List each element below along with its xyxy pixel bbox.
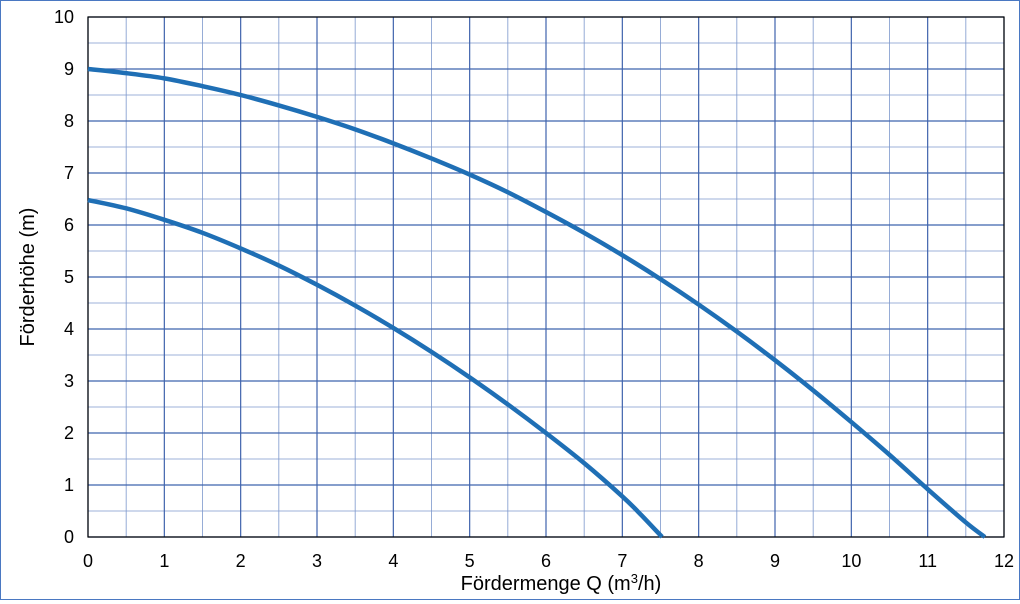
- plot-area-border: [87, 16, 1005, 538]
- x-tick-label: 2: [236, 551, 246, 571]
- y-tick-label: 7: [64, 163, 74, 183]
- x-tick-label: 10: [841, 551, 861, 571]
- x-tick-label: 1: [159, 551, 169, 571]
- x-axis-title-superscript: 3: [631, 571, 638, 586]
- y-tick-labels: 0 1 2 3 4 5 6 7 8 9 10: [54, 7, 74, 547]
- pump-curve-line-1: [87, 66, 987, 539]
- x-tick-labels: 0 1 2 3 4 5 6 7 8 9 10 11 12: [83, 551, 1014, 571]
- x-tick-label: 8: [694, 551, 704, 571]
- x-axis-title-main: Fördermenge Q (m: [461, 573, 631, 595]
- x-tick-label: 12: [994, 551, 1014, 571]
- y-tick-label: 1: [64, 475, 74, 495]
- x-axis-title-suffix: /h): [638, 573, 661, 595]
- x-tick-label: 4: [388, 551, 398, 571]
- series-layer: [87, 66, 987, 539]
- y-tick-label: 8: [64, 111, 74, 131]
- x-tick-label: 0: [83, 551, 93, 571]
- pump-curve-line-2: [87, 197, 664, 539]
- y-tick-label: 6: [64, 215, 74, 235]
- y-tick-label: 4: [64, 319, 74, 339]
- x-tick-label: 7: [617, 551, 627, 571]
- y-tick-label: 5: [64, 267, 74, 287]
- x-axis-title: Fördermenge Q (m3/h): [461, 571, 662, 596]
- y-tick-label: 0: [64, 527, 74, 547]
- x-tick-label: 9: [770, 551, 780, 571]
- y-tick-label: 2: [64, 423, 74, 443]
- y-tick-label: 9: [64, 59, 74, 79]
- x-tick-label: 3: [312, 551, 322, 571]
- x-tick-label: 6: [541, 551, 551, 571]
- x-tick-label: 11: [918, 551, 937, 571]
- y-tick-label: 3: [64, 371, 74, 391]
- y-axis-title: Förderhöhe (m): [17, 208, 39, 347]
- y-tick-label: 10: [54, 7, 74, 27]
- x-tick-label: 5: [465, 551, 475, 571]
